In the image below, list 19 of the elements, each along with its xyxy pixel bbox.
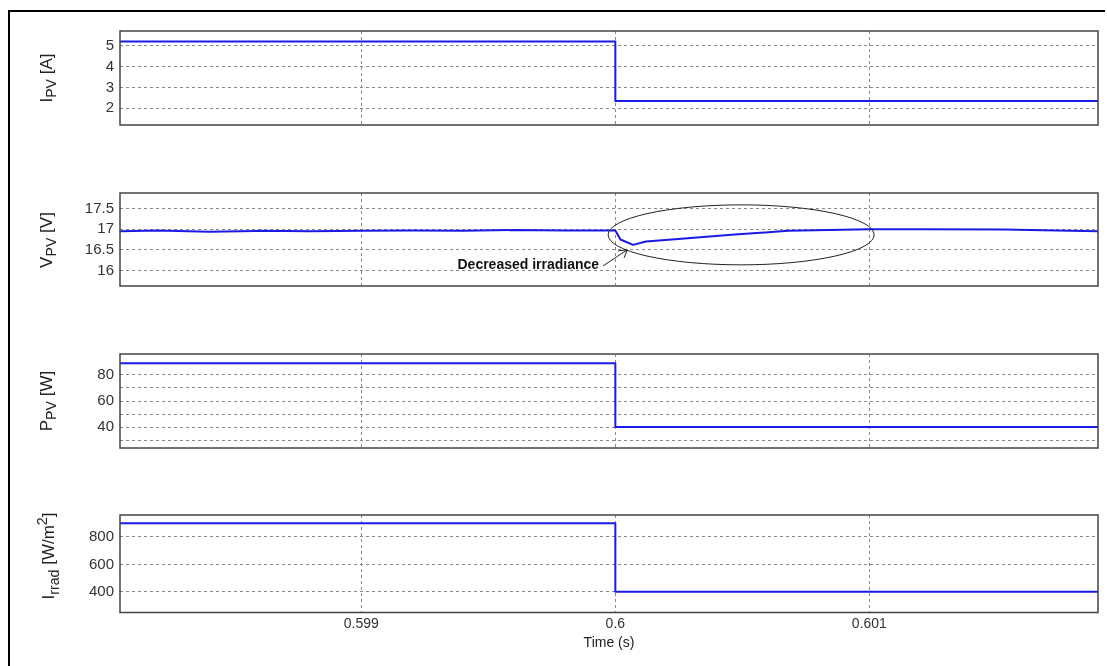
x-tick-label: 0.599 — [343, 614, 380, 631]
x-tick-label: 0.6 — [605, 614, 626, 631]
y-tick-label: 400 — [88, 581, 114, 599]
y-tick-label: 800 — [88, 527, 114, 545]
y-tick-label: 600 — [88, 554, 114, 572]
y-tick-label: 16 — [97, 260, 114, 278]
y-tick-label: 80 — [97, 365, 114, 383]
y-tick-label: 60 — [97, 391, 114, 409]
annotation: Decreased irradiance — [457, 255, 600, 272]
y-tick-label: 16.5 — [84, 239, 114, 257]
y-tick-label: 17.5 — [84, 198, 114, 216]
y-tick-label: 3 — [105, 77, 114, 95]
y-tick-label: 40 — [97, 417, 114, 435]
y-tick-label: 2 — [105, 98, 114, 116]
y-tick-label: 17 — [97, 219, 114, 237]
x-tick-label: 0.601 — [851, 614, 888, 631]
y-tick-label: 5 — [105, 35, 114, 53]
y-tick-label: 4 — [105, 56, 114, 74]
x-axis-title: Time (s) — [583, 634, 635, 651]
